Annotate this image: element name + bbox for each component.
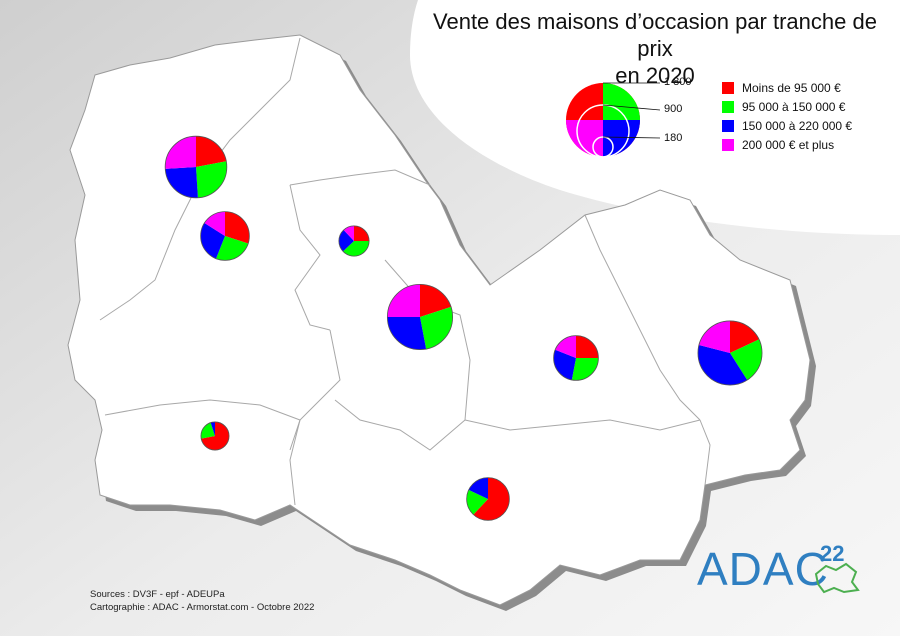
- pie-slice: [338, 229, 354, 252]
- pie-outline: [200, 211, 250, 261]
- pie-slice: [216, 236, 249, 261]
- size-large-green: [603, 83, 640, 120]
- legend-item: 95 000 à 150 000 €: [722, 97, 852, 116]
- pie-slice: [225, 211, 250, 244]
- legend-item: Moins de 95 000 €: [722, 78, 852, 97]
- pie-chart: [338, 225, 370, 257]
- pie-slice: [387, 284, 420, 317]
- pie-outline: [338, 225, 370, 257]
- pie-slice: [210, 421, 215, 436]
- pie-slice: [343, 225, 354, 241]
- pie-slice: [730, 320, 759, 353]
- legend: Moins de 95 000 € 95 000 à 150 000 € 150…: [722, 78, 852, 154]
- legend-item: 200 000 € et plus: [722, 135, 852, 154]
- border-central-west: [289, 184, 331, 331]
- legend-swatch-green: [722, 100, 734, 113]
- legend-swatch-blue: [722, 119, 734, 132]
- pie-outline: [386, 283, 454, 351]
- pie-slice: [420, 284, 452, 317]
- pie-slice: [204, 211, 225, 236]
- pie-slice: [196, 136, 227, 167]
- pie-slice: [165, 136, 196, 169]
- pie-slice: [201, 421, 230, 451]
- pie-slice: [354, 225, 370, 241]
- pie-chart: [466, 477, 510, 521]
- pie-slice: [468, 477, 488, 499]
- size-label-medium: 900: [664, 103, 683, 115]
- pie-outline: [553, 335, 599, 381]
- border-south-west: [104, 399, 301, 421]
- pie-chart: [386, 283, 454, 351]
- pie-slice: [698, 320, 730, 353]
- size-leader-small: [602, 136, 661, 139]
- size-scale: [566, 82, 661, 158]
- adac-logo: ADAC: [697, 543, 829, 595]
- pie-layer: [164, 135, 763, 521]
- pie-chart: [200, 421, 230, 451]
- legend-label: 150 000 à 220 000 €: [742, 118, 853, 133]
- map-title-line2: en 2020: [615, 63, 695, 88]
- adac-logo-superscript: 22: [820, 541, 845, 566]
- legend-item: 150 000 à 220 000 €: [722, 116, 852, 135]
- pie-outline: [466, 477, 510, 521]
- pie-slice: [200, 422, 215, 439]
- legend-label: 95 000 à 150 000 €: [742, 99, 846, 114]
- pie-outline: [200, 421, 230, 451]
- border-east-3: [699, 419, 711, 486]
- pie-slice: [576, 335, 599, 358]
- map-title: Vente des maisons d’occasion par tranche…: [420, 8, 890, 89]
- title-panel: [410, 0, 900, 235]
- pie-slice: [200, 222, 225, 259]
- border-central-south: [289, 329, 341, 451]
- border-south: [289, 419, 301, 506]
- pie-slice: [571, 358, 599, 381]
- pie-chart: [164, 135, 228, 199]
- pie-chart: [200, 211, 250, 261]
- legend-swatch-magenta: [722, 138, 734, 151]
- legend-label: 200 000 € et plus: [742, 137, 835, 152]
- pie-slice: [730, 339, 763, 381]
- size-leader-medium: [602, 104, 661, 111]
- border-east-1: [584, 214, 701, 421]
- brittany-outline-icon: [814, 562, 860, 594]
- pie-slice: [342, 241, 370, 257]
- credits-sources: Sources : DV3F - epf - ADEUPa: [90, 589, 225, 600]
- pie-slice: [473, 477, 510, 521]
- size-label-small: 180: [664, 132, 683, 144]
- pie-slice: [555, 335, 576, 358]
- map-title-line1: Vente des maisons d’occasion par tranche…: [433, 9, 877, 61]
- credits: Sources : DV3F - epf - ADEUPa Cartograph…: [90, 588, 314, 614]
- pie-outline: [697, 320, 763, 386]
- border-east-2: [464, 419, 701, 431]
- credits-cartography: Cartographie : ADAC - Armorstat.com - Oc…: [90, 602, 315, 613]
- pie-outline: [164, 135, 228, 199]
- pie-slice: [466, 489, 488, 515]
- pie-chart: [553, 335, 599, 381]
- legend-label: Moins de 95 000 €: [742, 80, 841, 95]
- border-central-north: [289, 169, 431, 186]
- pie-slice: [697, 345, 748, 386]
- pie-slice: [387, 317, 427, 350]
- pie-chart: [697, 320, 763, 386]
- size-label-large: 1 800: [664, 76, 692, 88]
- legend-swatch-red: [722, 81, 734, 94]
- pie-slice: [196, 161, 227, 198]
- pie-slice: [165, 167, 198, 198]
